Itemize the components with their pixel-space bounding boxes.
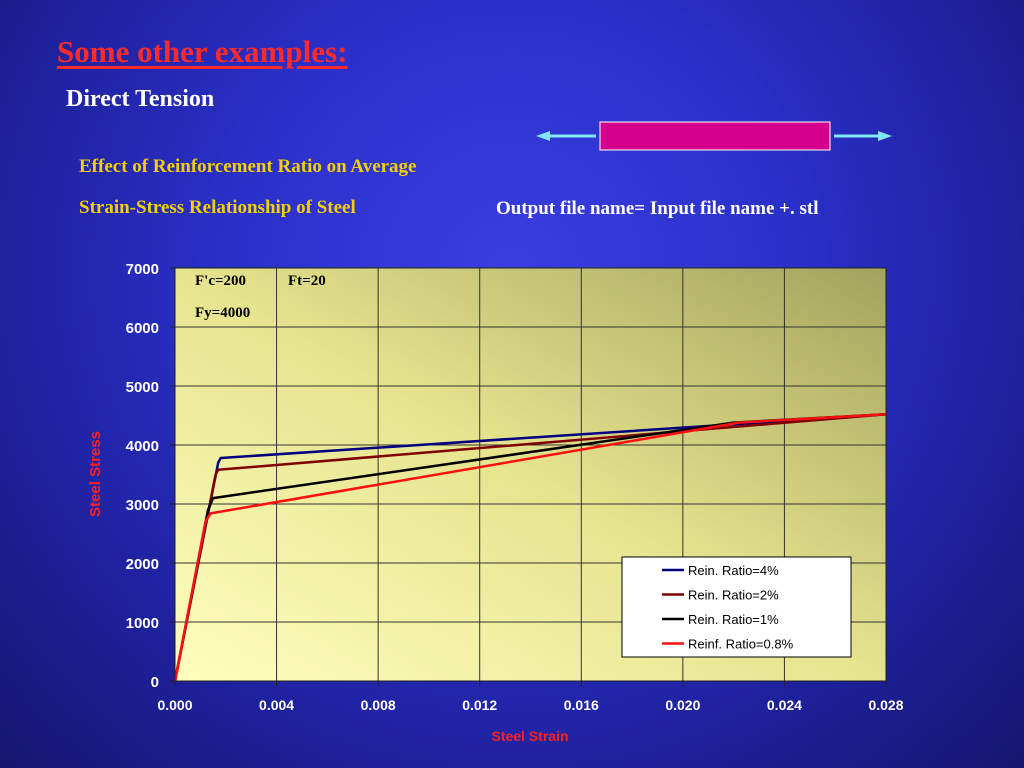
- x-tick-label: 0.028: [868, 697, 903, 713]
- plot-area: [175, 268, 886, 681]
- specimen-bar: [599, 121, 831, 151]
- caption-line-1: Effect of Reinforcement Ratio on Average: [79, 156, 417, 177]
- x-tick-label: 0.020: [665, 697, 700, 713]
- plot-border: [174, 267, 887, 682]
- y-axis-title: Steel Stress: [87, 431, 104, 517]
- x-axis-title: Steel Strain: [491, 728, 568, 744]
- y-tick-label: 3000: [126, 497, 159, 514]
- x-tick-label: 0.000: [157, 697, 192, 713]
- right-arrow-icon: [834, 131, 892, 141]
- annotation-ft: Ft=20: [288, 273, 326, 289]
- tension-specimen-graphic: [536, 121, 892, 151]
- series-lines: [173, 413, 887, 682]
- y-tick-label: 1000: [126, 615, 159, 632]
- annotation-fy: Fy=4000: [195, 305, 250, 321]
- legend-label: Reinf. Ratio=0.8%: [688, 637, 794, 652]
- series-line: [173, 413, 887, 682]
- x-tick-label: 0.008: [361, 697, 396, 713]
- legend-label: Rein. Ratio=2%: [688, 588, 779, 603]
- output-file-note: Output file name= Input file name +. stl: [496, 198, 819, 219]
- x-tick-label: 0.024: [767, 697, 802, 713]
- x-tick-label: 0.004: [259, 697, 294, 713]
- annotation-fc: F'c=200: [195, 273, 246, 289]
- left-arrow-icon: [536, 131, 596, 141]
- y-tick-label: 5000: [126, 379, 159, 396]
- y-tick-label: 6000: [126, 320, 159, 337]
- legend-label: Rein. Ratio=1%: [688, 612, 779, 627]
- series-line: [173, 413, 887, 682]
- caption-line-2: Strain-Stress Relationship of Steel: [79, 197, 356, 218]
- x-tick-labels: 0.000 0.004 0.008 0.012 0.016 0.020 0.024 0.028: [157, 697, 903, 713]
- x-tick-label: 0.016: [564, 697, 599, 713]
- y-tick-label: 4000: [126, 438, 159, 455]
- slide-title: Some other examples:: [57, 34, 348, 69]
- x-tick-label: 0.012: [462, 697, 497, 713]
- series-line: [173, 413, 887, 682]
- slide-subtitle: Direct Tension: [66, 86, 215, 112]
- y-tick-label: 2000: [126, 556, 159, 573]
- gridlines: [170, 267, 887, 686]
- series-line: [173, 413, 887, 682]
- y-tick-labels: 0 1000 2000 3000 4000 5000 6000 7000: [126, 261, 159, 691]
- legend: Rein. Ratio=4% Rein. Ratio=2% Rein. Ratio=…: [621, 556, 852, 658]
- y-tick-label: 0: [151, 674, 159, 691]
- y-tick-label: 7000: [126, 261, 159, 278]
- legend-label: Rein. Ratio=4%: [688, 563, 779, 578]
